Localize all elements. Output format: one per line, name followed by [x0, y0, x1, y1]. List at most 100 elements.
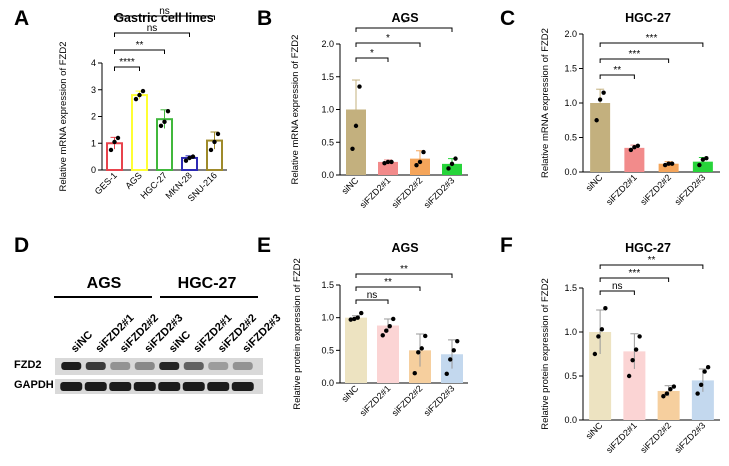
- y-tick-label: 0.5: [564, 133, 577, 143]
- data-point: [697, 162, 702, 168]
- y-tick-label: 1.5: [564, 64, 577, 74]
- data-point: [594, 118, 599, 123]
- significance-label: *: [370, 48, 374, 59]
- data-point: [446, 166, 451, 171]
- chart-a-gastric-cell-lines: Gastric cell lines Relative mRNA expressi…: [58, 6, 227, 204]
- bar: [692, 161, 713, 172]
- panel-label-f: F: [500, 234, 513, 257]
- x-tick-label: siFZD2#2: [390, 383, 425, 418]
- wb-band-fzd2: [159, 362, 180, 370]
- data-point: [671, 384, 677, 389]
- data-point: [666, 161, 671, 166]
- significance-bracket: [599, 277, 670, 282]
- y-axis-label: Relative mRNA expression of FZD2: [290, 35, 301, 185]
- data-point: [668, 387, 673, 392]
- chart-title: AGS: [391, 11, 418, 25]
- significance-label: ****: [119, 57, 135, 68]
- y-tick-label: 0.0: [321, 170, 334, 180]
- data-point: [630, 357, 635, 363]
- data-point: [190, 154, 196, 159]
- data-point: [385, 159, 391, 165]
- significance-bracket: [355, 27, 453, 32]
- wb-band-fzd2: [208, 362, 229, 370]
- x-tick-label: siFZD2#3: [422, 383, 457, 418]
- y-axis-label: Relative protein expression of FZD2: [540, 278, 551, 430]
- significance-bracket: [355, 273, 453, 278]
- western-blot-panel: AGS HGC-27 FZD2 GAPDH siNCsiFZD2#1siFZD2…: [14, 275, 283, 394]
- bar: [624, 147, 645, 172]
- wb-band-fzd2: [183, 362, 204, 370]
- wb-lane-label: siNC: [69, 329, 95, 355]
- y-tick-label: 1.0: [321, 313, 334, 323]
- data-point: [637, 334, 642, 339]
- wb-band-fzd2: [134, 362, 155, 370]
- data-point: [359, 310, 364, 316]
- bar: [623, 351, 646, 420]
- bar: [410, 158, 430, 175]
- y-tick-label: 1.0: [321, 105, 334, 115]
- y-axis-label: Relative mRNA expression of FZD2: [58, 42, 69, 192]
- significance-label: ns: [159, 6, 170, 17]
- data-point: [632, 144, 637, 150]
- significance-label: *: [386, 33, 390, 44]
- bar: [345, 317, 367, 383]
- significance-bracket: [355, 299, 389, 304]
- data-point: [353, 123, 359, 129]
- data-point: [350, 146, 355, 151]
- data-point: [700, 157, 706, 162]
- wb-band-gapdh: [158, 382, 181, 391]
- y-tick-label: 1.0: [564, 98, 577, 108]
- wb-group-label-ags: AGS: [87, 275, 122, 292]
- data-point: [626, 373, 632, 379]
- data-point: [449, 161, 455, 167]
- data-point: [391, 316, 396, 322]
- x-tick-label: siNC: [584, 172, 605, 193]
- y-tick-label: 1.0: [564, 327, 577, 337]
- bar: [658, 163, 679, 172]
- data-point: [704, 156, 709, 161]
- significance-label: ns: [612, 281, 623, 292]
- data-point: [352, 316, 357, 322]
- y-tick-label: 3: [91, 85, 96, 95]
- y-tick-label: 1.5: [321, 72, 334, 82]
- significance-label: **: [613, 65, 621, 76]
- wb-membrane-fzd2: [55, 358, 263, 375]
- wb-band-gapdh: [231, 382, 254, 391]
- significance-bracket: [599, 74, 635, 79]
- data-point: [421, 149, 426, 155]
- panel-label-e: E: [257, 234, 271, 257]
- data-point: [448, 357, 453, 362]
- data-point: [112, 139, 117, 145]
- x-tick-label: siFZD2#1: [604, 172, 639, 207]
- wb-band-gapdh: [109, 382, 132, 391]
- significance-label: ***: [629, 49, 641, 60]
- x-tick-label: siNC: [340, 175, 361, 196]
- data-point: [702, 369, 707, 374]
- x-tick-label: AGS: [123, 170, 144, 191]
- significance-label: **: [400, 264, 408, 275]
- panel-label-a: A: [14, 7, 29, 30]
- y-tick-label: 0.0: [564, 167, 577, 177]
- data-point: [187, 155, 192, 161]
- y-tick-label: 1.5: [321, 280, 334, 290]
- data-point: [633, 347, 639, 352]
- bar: [442, 163, 462, 175]
- significance-bracket: [599, 58, 670, 63]
- data-point: [599, 327, 605, 332]
- significance-bracket: [599, 42, 704, 47]
- data-point: [423, 333, 428, 339]
- data-point: [603, 306, 608, 311]
- bar: [378, 161, 398, 175]
- data-point: [628, 147, 634, 153]
- data-point: [137, 92, 142, 98]
- x-tick-label: GES-1: [93, 170, 119, 196]
- significance-label: **: [648, 255, 656, 266]
- x-tick-label: siFZD2#2: [638, 172, 673, 207]
- data-point: [597, 97, 603, 102]
- significance-bracket: [355, 42, 421, 47]
- data-point: [183, 158, 189, 163]
- data-point: [662, 162, 668, 168]
- data-point: [382, 161, 387, 166]
- y-tick-label: 2.0: [564, 29, 577, 39]
